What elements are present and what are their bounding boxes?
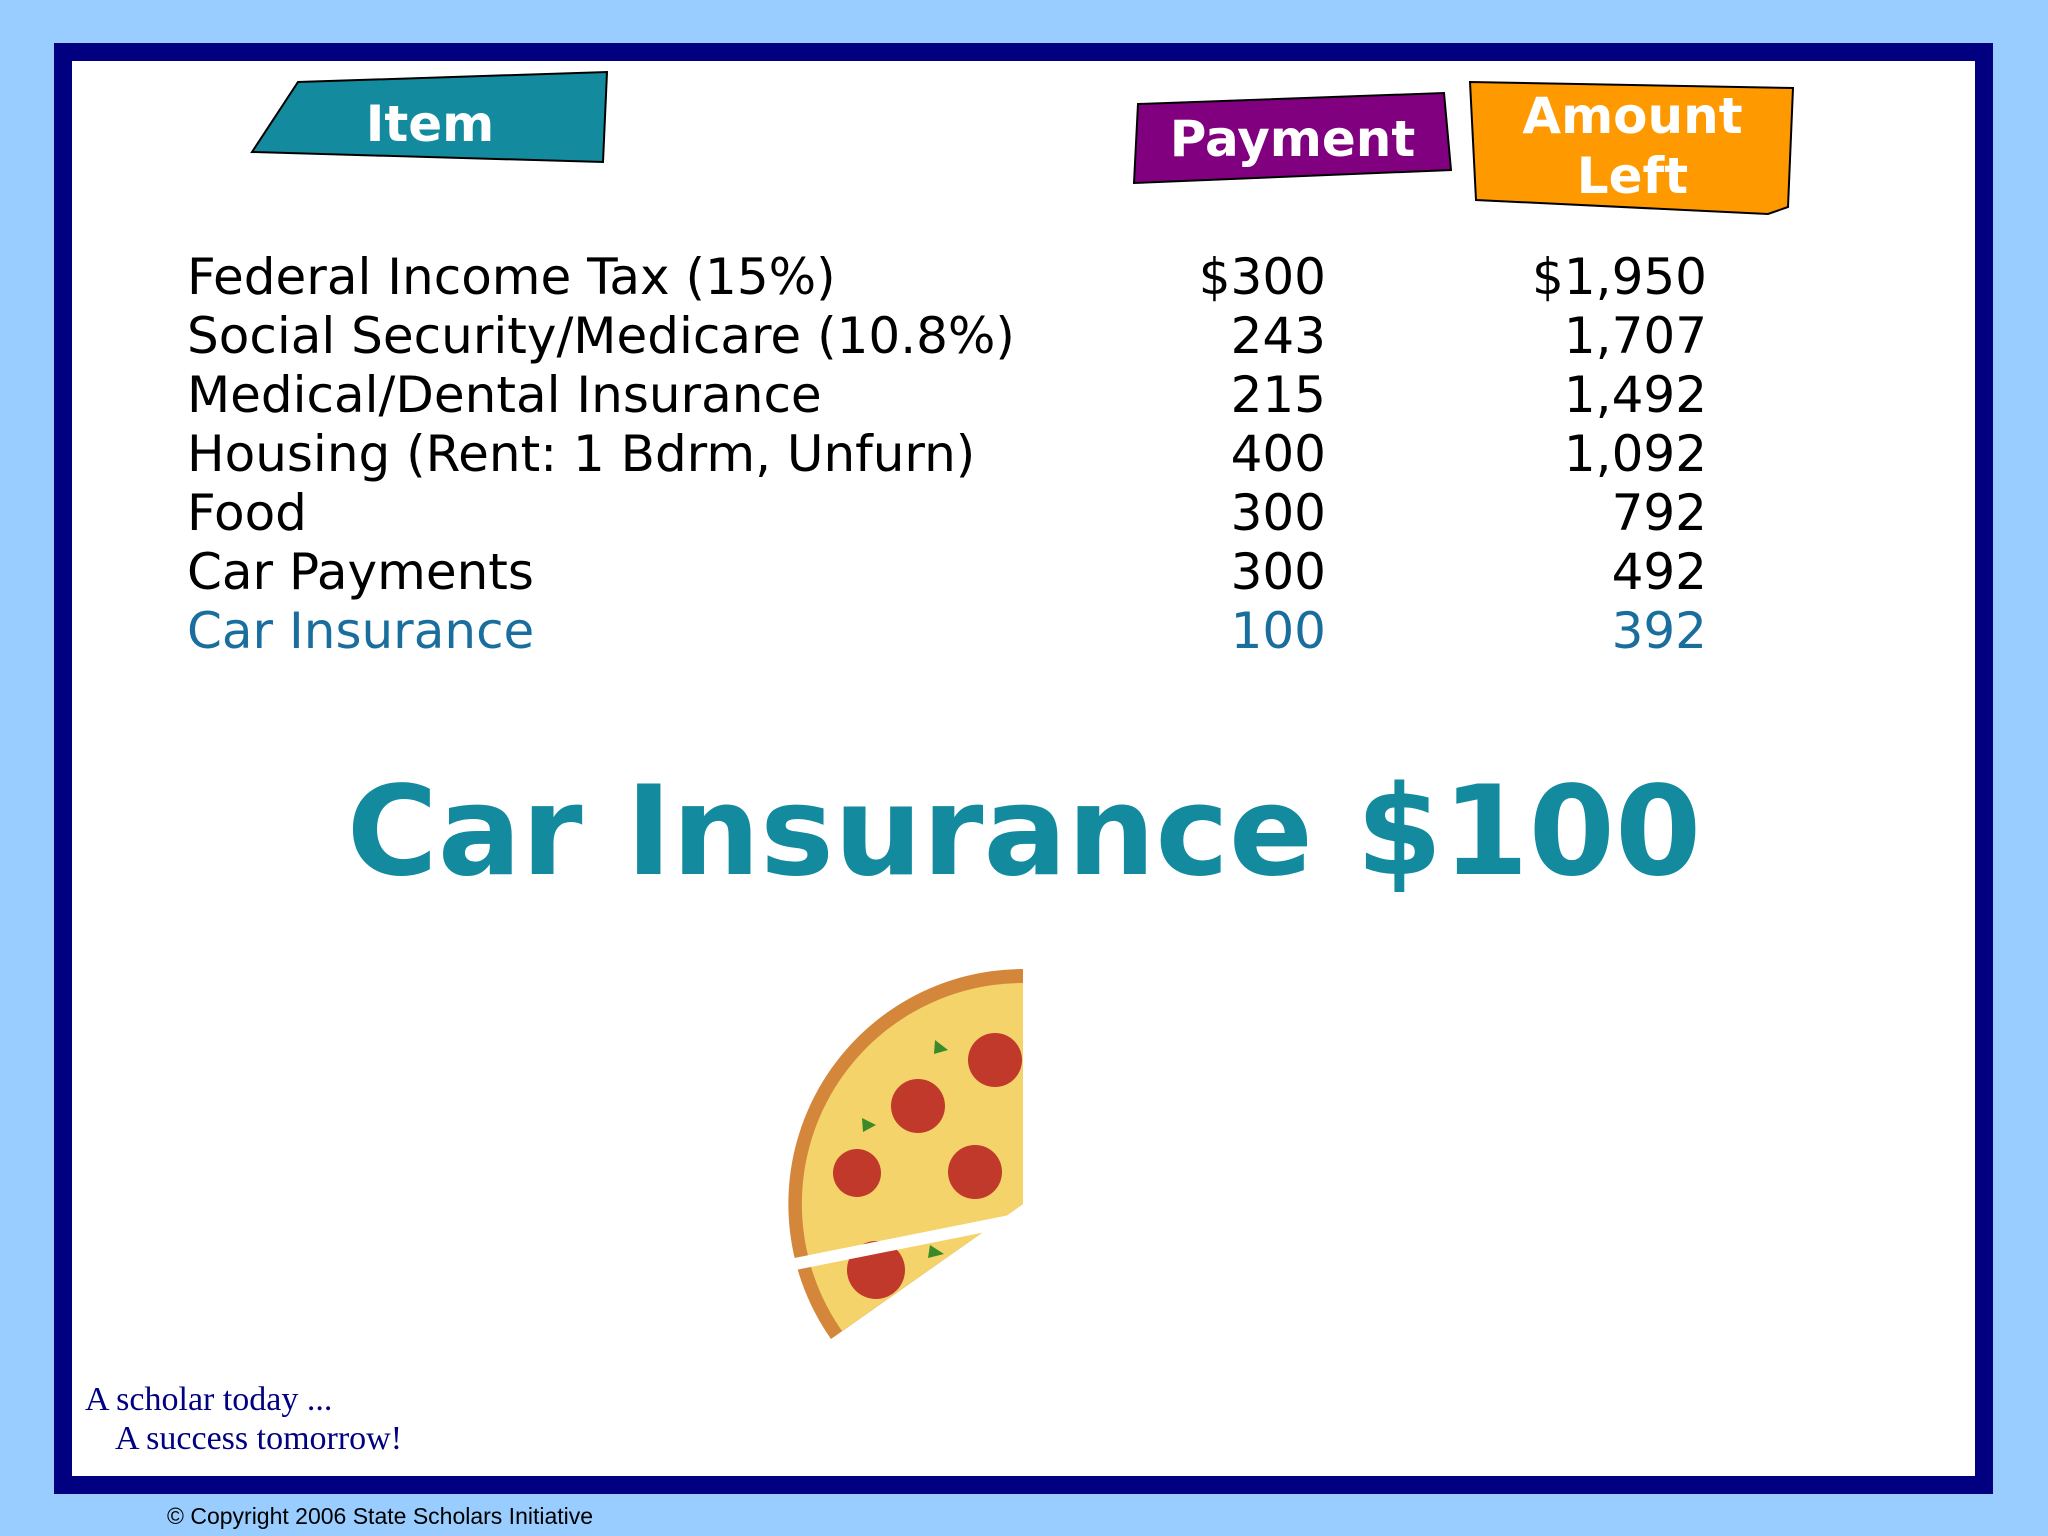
payment-header-shape (1132, 91, 1453, 185)
item-header-shape (250, 70, 609, 164)
item-cell: Social Security/Medicare (10.8%) (187, 307, 1015, 365)
item-cell: Car Payments (187, 543, 534, 601)
amount-header-shape (1468, 80, 1795, 216)
payment-cell: 400 (1230, 425, 1326, 483)
amount-left-cell: 1,092 (1563, 425, 1707, 483)
payment-cell: 300 (1230, 543, 1326, 601)
amount-left-cell: $1,950 (1532, 248, 1707, 306)
payment-cell: 300 (1230, 484, 1326, 542)
slide-frame (54, 43, 1993, 1494)
item-cell: Medical/Dental Insurance (187, 366, 822, 424)
column-header: Payment (1169, 110, 1416, 168)
tagline: A scholar today ... (85, 1381, 333, 1418)
column-header: Amount Left (1522, 87, 1743, 205)
amount-left-cell: 392 (1611, 602, 1707, 660)
slide-title: Car Insurance $100 (346, 760, 1702, 904)
pizza-illustration (773, 969, 1042, 1339)
amount-left-cell: 1,707 (1563, 307, 1707, 365)
copyright: © Copyright 2006 State Scholars Initiati… (167, 1503, 594, 1529)
payment-cell: 243 (1230, 307, 1326, 365)
item-cell: Federal Income Tax (15%) (187, 248, 836, 306)
amount-left-cell: 492 (1611, 543, 1707, 601)
payment-cell: $300 (1198, 248, 1326, 306)
payment-cell: 100 (1230, 602, 1326, 660)
column-header: Item (365, 95, 495, 153)
item-cell: Food (187, 484, 307, 542)
item-cell: Housing (Rent: 1 Bdrm, Unfurn) (187, 425, 976, 483)
payment-cell: 215 (1230, 366, 1326, 424)
amount-left-cell: 792 (1611, 484, 1707, 542)
tagline: A success tomorrow! (115, 1420, 403, 1457)
item-cell: Car Insurance (187, 602, 535, 660)
amount-left-cell: 1,492 (1563, 366, 1707, 424)
